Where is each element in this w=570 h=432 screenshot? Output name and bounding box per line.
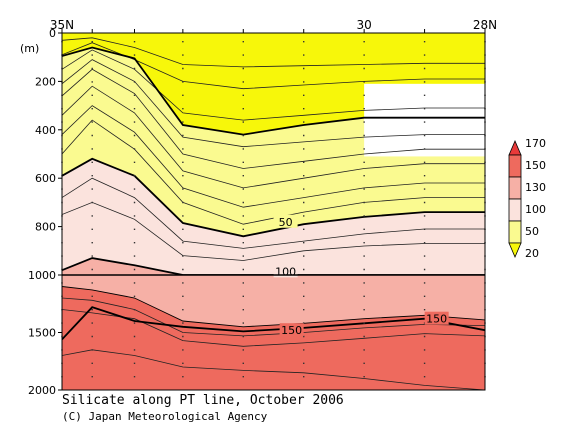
colorbar-label: 50 [525, 225, 539, 238]
contour-label-150: 150 [426, 313, 447, 326]
upper-section-plot [62, 33, 485, 275]
contour-line [62, 59, 485, 148]
axes: 35N 30 28N 0 200 400 600 800 1000 1500 2000 (m) [20, 18, 497, 397]
contour-line [62, 177, 485, 249]
contour-label-bg [273, 264, 298, 278]
contour-line [62, 309, 485, 347]
contour-line [62, 42, 485, 90]
colorbar-bottom-arrow [508, 242, 522, 259]
contour-label-50: 50 [279, 216, 293, 229]
colorbar-label: 20 [525, 247, 539, 260]
y-axis-label: (m) [20, 42, 39, 55]
y-tick-label: 1500 [28, 327, 56, 340]
colorbar-segment [508, 220, 522, 244]
contour-label-100: 100 [275, 265, 296, 278]
contour-line-100 [62, 257, 485, 275]
contour-fill-band [62, 258, 485, 275]
colorbar-label: 170 [525, 137, 546, 150]
contour-line [62, 119, 485, 225]
x-tick-label: 35N [50, 18, 74, 32]
colorbar-label: 150 [525, 159, 546, 172]
y-tick-label: 0 [49, 27, 56, 40]
plot-frame [61, 32, 486, 391]
x-tick-label: 28N [473, 18, 497, 32]
contour-label-bg [424, 311, 449, 325]
contour-line-130 [62, 286, 485, 328]
chart-credit: (C) Japan Meteorological Agency [62, 410, 268, 423]
y-tick-label: 2000 [28, 384, 56, 397]
y-tick-label: 600 [35, 172, 56, 185]
colorbar-segment [508, 176, 522, 200]
contour-label-bg [279, 323, 304, 337]
contour-line-20 [62, 46, 485, 136]
contour-label-150: 150 [281, 324, 302, 337]
contour-line [62, 49, 485, 121]
contour-line-50 [62, 157, 485, 238]
y-tick-label: 1000 [28, 269, 56, 282]
contour-fill-band [62, 275, 485, 327]
contour-line [62, 349, 485, 390]
contour-labels: 50 100 150 150 [273, 214, 449, 337]
colorbar-segment [508, 154, 522, 178]
lower-section-plot [62, 275, 485, 390]
contour-fill-band [62, 47, 485, 237]
colorbar-top-arrow [508, 139, 522, 156]
contour-line [62, 37, 485, 68]
colorbar-label: 130 [525, 181, 546, 194]
y-tick-label: 400 [35, 124, 56, 137]
chart-title: Silicate along PT line, October 2006 [62, 393, 344, 408]
contour-line [62, 85, 485, 189]
colorbar-segment [508, 198, 522, 222]
contour-fill-band [62, 286, 485, 390]
contour-line [62, 68, 485, 169]
y-tick-label: 800 [35, 221, 56, 234]
colorbar: 170 150 130 100 50 20 [508, 137, 546, 260]
y-tick-label: 200 [35, 75, 56, 88]
contour-label-bg [273, 214, 298, 228]
contour-fill-band [62, 158, 485, 275]
contour-line [62, 105, 485, 208]
contour-line-150 [62, 306, 485, 341]
contour-line [62, 201, 485, 261]
x-tick-label: 30 [357, 18, 372, 32]
colorbar-label: 100 [525, 203, 546, 216]
